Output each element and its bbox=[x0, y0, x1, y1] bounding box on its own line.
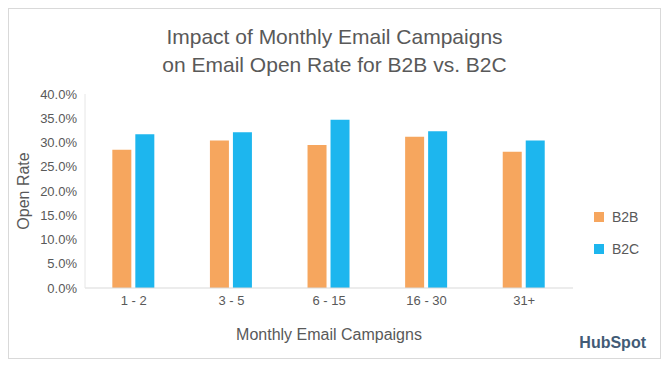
svg-text:5.0%: 5.0% bbox=[47, 256, 77, 271]
html-text:B2C: B2C bbox=[612, 241, 640, 257]
html-text:HubSpot: HubSpot bbox=[579, 334, 646, 351]
svg-text:30.0%: 30.0% bbox=[40, 135, 77, 150]
svg-text:31+: 31+ bbox=[513, 293, 535, 308]
svg-text:3 - 5: 3 - 5 bbox=[218, 293, 244, 308]
svg-text:15.0%: 15.0% bbox=[40, 208, 77, 223]
svg-text:40.0%: 40.0% bbox=[40, 87, 77, 102]
svg-text:35.0%: 35.0% bbox=[40, 111, 77, 126]
svg-text:1 - 2: 1 - 2 bbox=[121, 293, 147, 308]
html-text:Impact of Monthly Email Campai: Impact of Monthly Email Campaigns bbox=[166, 25, 503, 48]
svg-text:25.0%: 25.0% bbox=[40, 159, 77, 174]
svg-text:Monthly Email Campaigns: Monthly Email Campaigns bbox=[236, 326, 422, 343]
svg-text:6 - 15: 6 - 15 bbox=[312, 293, 345, 308]
svg-text:20.0%: 20.0% bbox=[40, 184, 77, 199]
html-text:on Email Open Rate for B2B vs.: on Email Open Rate for B2B vs. B2C bbox=[162, 53, 507, 76]
svg-text:0.0%: 0.0% bbox=[47, 281, 77, 296]
svg-text:16 - 30: 16 - 30 bbox=[406, 293, 446, 308]
svg-text:Open Rate: Open Rate bbox=[15, 152, 32, 229]
html-text:B2B: B2B bbox=[612, 209, 639, 225]
svg-text:10.0%: 10.0% bbox=[40, 232, 77, 247]
